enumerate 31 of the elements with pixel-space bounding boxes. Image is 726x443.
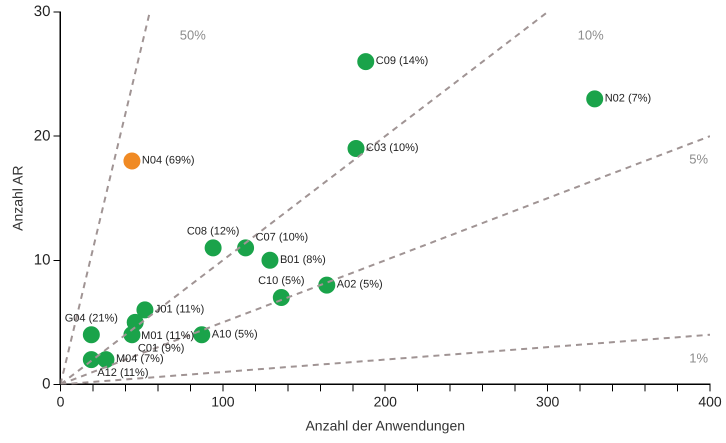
annotation: C10 (5%) (258, 275, 305, 288)
text: 10% (578, 28, 604, 43)
annotation: A12 (11%) (97, 367, 148, 380)
y-tick-label: 0 (42, 376, 50, 393)
annotation: B01 (8%) (280, 254, 326, 266)
x-tick-label: 300 (536, 394, 560, 410)
annotation: M01 (11%) (141, 330, 194, 342)
annotation: M04 (7%) (116, 353, 164, 366)
annotation: C03 (10%) (366, 142, 419, 154)
annotation: N02 (7%) (604, 92, 652, 104)
series-label: 5% (689, 152, 708, 167)
annotation: G04 (21%) (64, 312, 118, 324)
x-tick-label: 200 (374, 394, 398, 410)
y-tick-label: 20 (34, 127, 50, 144)
series-label: 1% (689, 350, 708, 366)
x-axis-title: Anzahl der Anwendungen (305, 417, 466, 434)
x-tick-label: 100 (211, 394, 235, 410)
annotation: A02 (5%) (336, 278, 383, 291)
annotation: C07 (10%) (256, 231, 308, 244)
x-tick-label: 400 (698, 394, 722, 410)
y-tick-label: 30 (34, 3, 50, 20)
annotation: N04 (69%) (142, 154, 195, 166)
x-tick-label: 0 (56, 394, 65, 410)
annotation: A10 (5%) (212, 328, 258, 340)
annotation: C08 (12%) (186, 225, 240, 238)
y-tick-label: 10 (34, 251, 50, 268)
annotation: C01 (9%) (138, 342, 184, 354)
y-axis-title: Anzahl AR (9, 166, 26, 231)
annotation: C09 (14%) (376, 55, 428, 68)
text: 50% (180, 28, 206, 43)
annotation: J01 (11%) (154, 303, 204, 316)
